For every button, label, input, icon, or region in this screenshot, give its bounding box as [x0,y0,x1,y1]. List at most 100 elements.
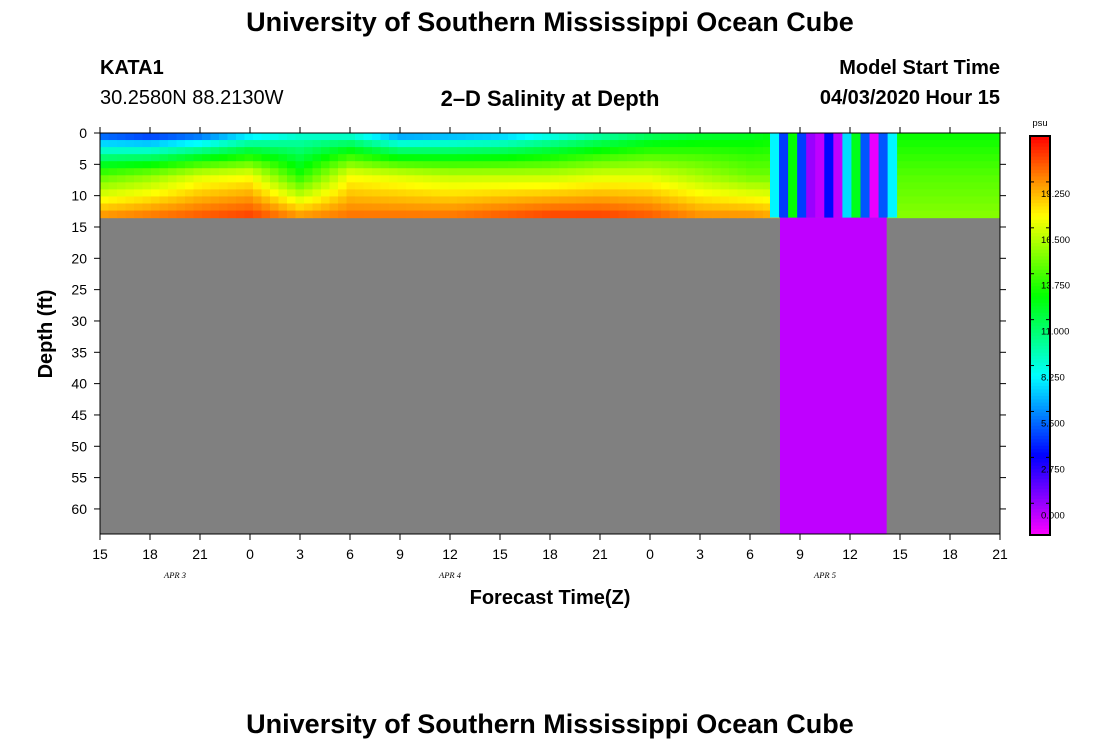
heatmap-cell [219,147,229,155]
heatmap-cell [253,175,263,183]
heatmap-cell [746,161,756,169]
heatmap-cell [185,196,195,205]
x-tick-label: 21 [592,546,608,562]
heatmap-cell [584,140,594,148]
y-tick-label: 50 [71,438,87,454]
heatmap-cell [652,133,662,141]
colorbar-segment [1030,352,1050,357]
heatmap-cell [202,133,212,141]
heatmap-cell [185,161,195,169]
heatmap-cell [236,147,246,155]
heatmap-cell [227,189,237,198]
heatmap-cell [244,189,254,198]
heatmap-cell [193,168,203,176]
colorbar-segment [1030,312,1050,317]
heatmap-cell [499,175,509,183]
anomaly-band [806,133,816,218]
heatmap-cell [610,189,620,198]
colorbar-segment [1030,195,1050,200]
heatmap-cell [321,147,331,155]
heatmap-cell [108,133,118,141]
heatmap-cell [686,203,696,212]
heatmap-cell [729,154,739,162]
heatmap-cell [712,140,722,148]
heatmap-cell [176,189,186,198]
heatmap-cell [219,175,229,183]
heatmap-cell [142,133,152,141]
heatmap-cell [253,168,263,176]
heatmap-cell [491,189,501,198]
heatmap-cell [134,189,144,198]
heatmap-cell [202,161,212,169]
colorbar-segment [1030,292,1050,297]
heatmap-cell [712,168,722,176]
y-tick-label: 60 [71,501,87,517]
colorbar-segment [1030,471,1050,476]
heatmap-cell [550,147,560,155]
heatmap-cell [516,196,526,205]
heatmap-cell [134,140,144,148]
heatmap-cell [601,203,611,212]
heatmap-cell [159,168,169,176]
heatmap-cell [423,161,433,169]
colorbar-segment [1030,415,1050,420]
heatmap-cell [270,175,280,183]
heatmap-cell [686,161,696,169]
heatmap-cell [134,175,144,183]
x-tick-label: 18 [142,546,158,562]
heatmap-cell [644,147,654,155]
colorbar-segment [1030,375,1050,380]
heatmap-cell [754,210,764,219]
colorbar-segment [1030,318,1050,323]
anomaly-band [824,133,834,218]
heatmap-cell [448,175,458,183]
heatmap-cell [695,168,705,176]
heatmap-cell [219,189,229,198]
heatmap-cell [525,189,535,198]
colorbar-segment [1030,315,1050,320]
heatmap-cell [329,189,339,198]
heatmap-cell [210,196,220,205]
heatmap-cell [338,140,348,148]
heatmap-cell [414,182,424,190]
heatmap-cell [380,203,390,212]
heatmap-cell [142,196,152,205]
heatmap-cell [886,133,1000,141]
heatmap-cell [661,154,671,162]
heatmap-cell [372,168,382,176]
heatmap-cell [202,168,212,176]
heatmap-cell [652,182,662,190]
heatmap-cell [261,147,271,155]
heatmap-cell [669,210,679,219]
heatmap-cell [763,182,773,190]
anomaly-band [797,133,807,218]
heatmap-cell [159,154,169,162]
heatmap-cell [185,154,195,162]
heatmap-cell [244,196,254,205]
y-axis-title: Depth (ft) [35,290,57,379]
colorbar-segment [1030,362,1050,367]
y-tick-label: 45 [71,407,87,423]
heatmap-cell [746,140,756,148]
colorbar-segment [1030,295,1050,300]
heatmap-cell [635,210,645,219]
heatmap-cell [542,147,552,155]
colorbar-segment [1030,328,1050,333]
heatmap-cell [176,133,186,141]
heatmap-cell [508,147,518,155]
heatmap-cell [542,210,552,219]
heatmap-cell [108,140,118,148]
heatmap-cell [244,182,254,190]
heatmap-cell [576,168,586,176]
heatmap-cell [703,147,713,155]
colorbar-segment [1030,225,1050,230]
heatmap-cell [397,175,407,183]
heatmap-cell [559,147,569,155]
heatmap-cell [117,168,127,176]
heatmap-cell [312,147,322,155]
colorbar-segment [1030,249,1050,253]
y-tick-label: 15 [71,219,87,235]
heatmap-cell [886,161,1000,169]
colorbar-segment [1030,531,1050,536]
heatmap-cell [533,210,543,219]
